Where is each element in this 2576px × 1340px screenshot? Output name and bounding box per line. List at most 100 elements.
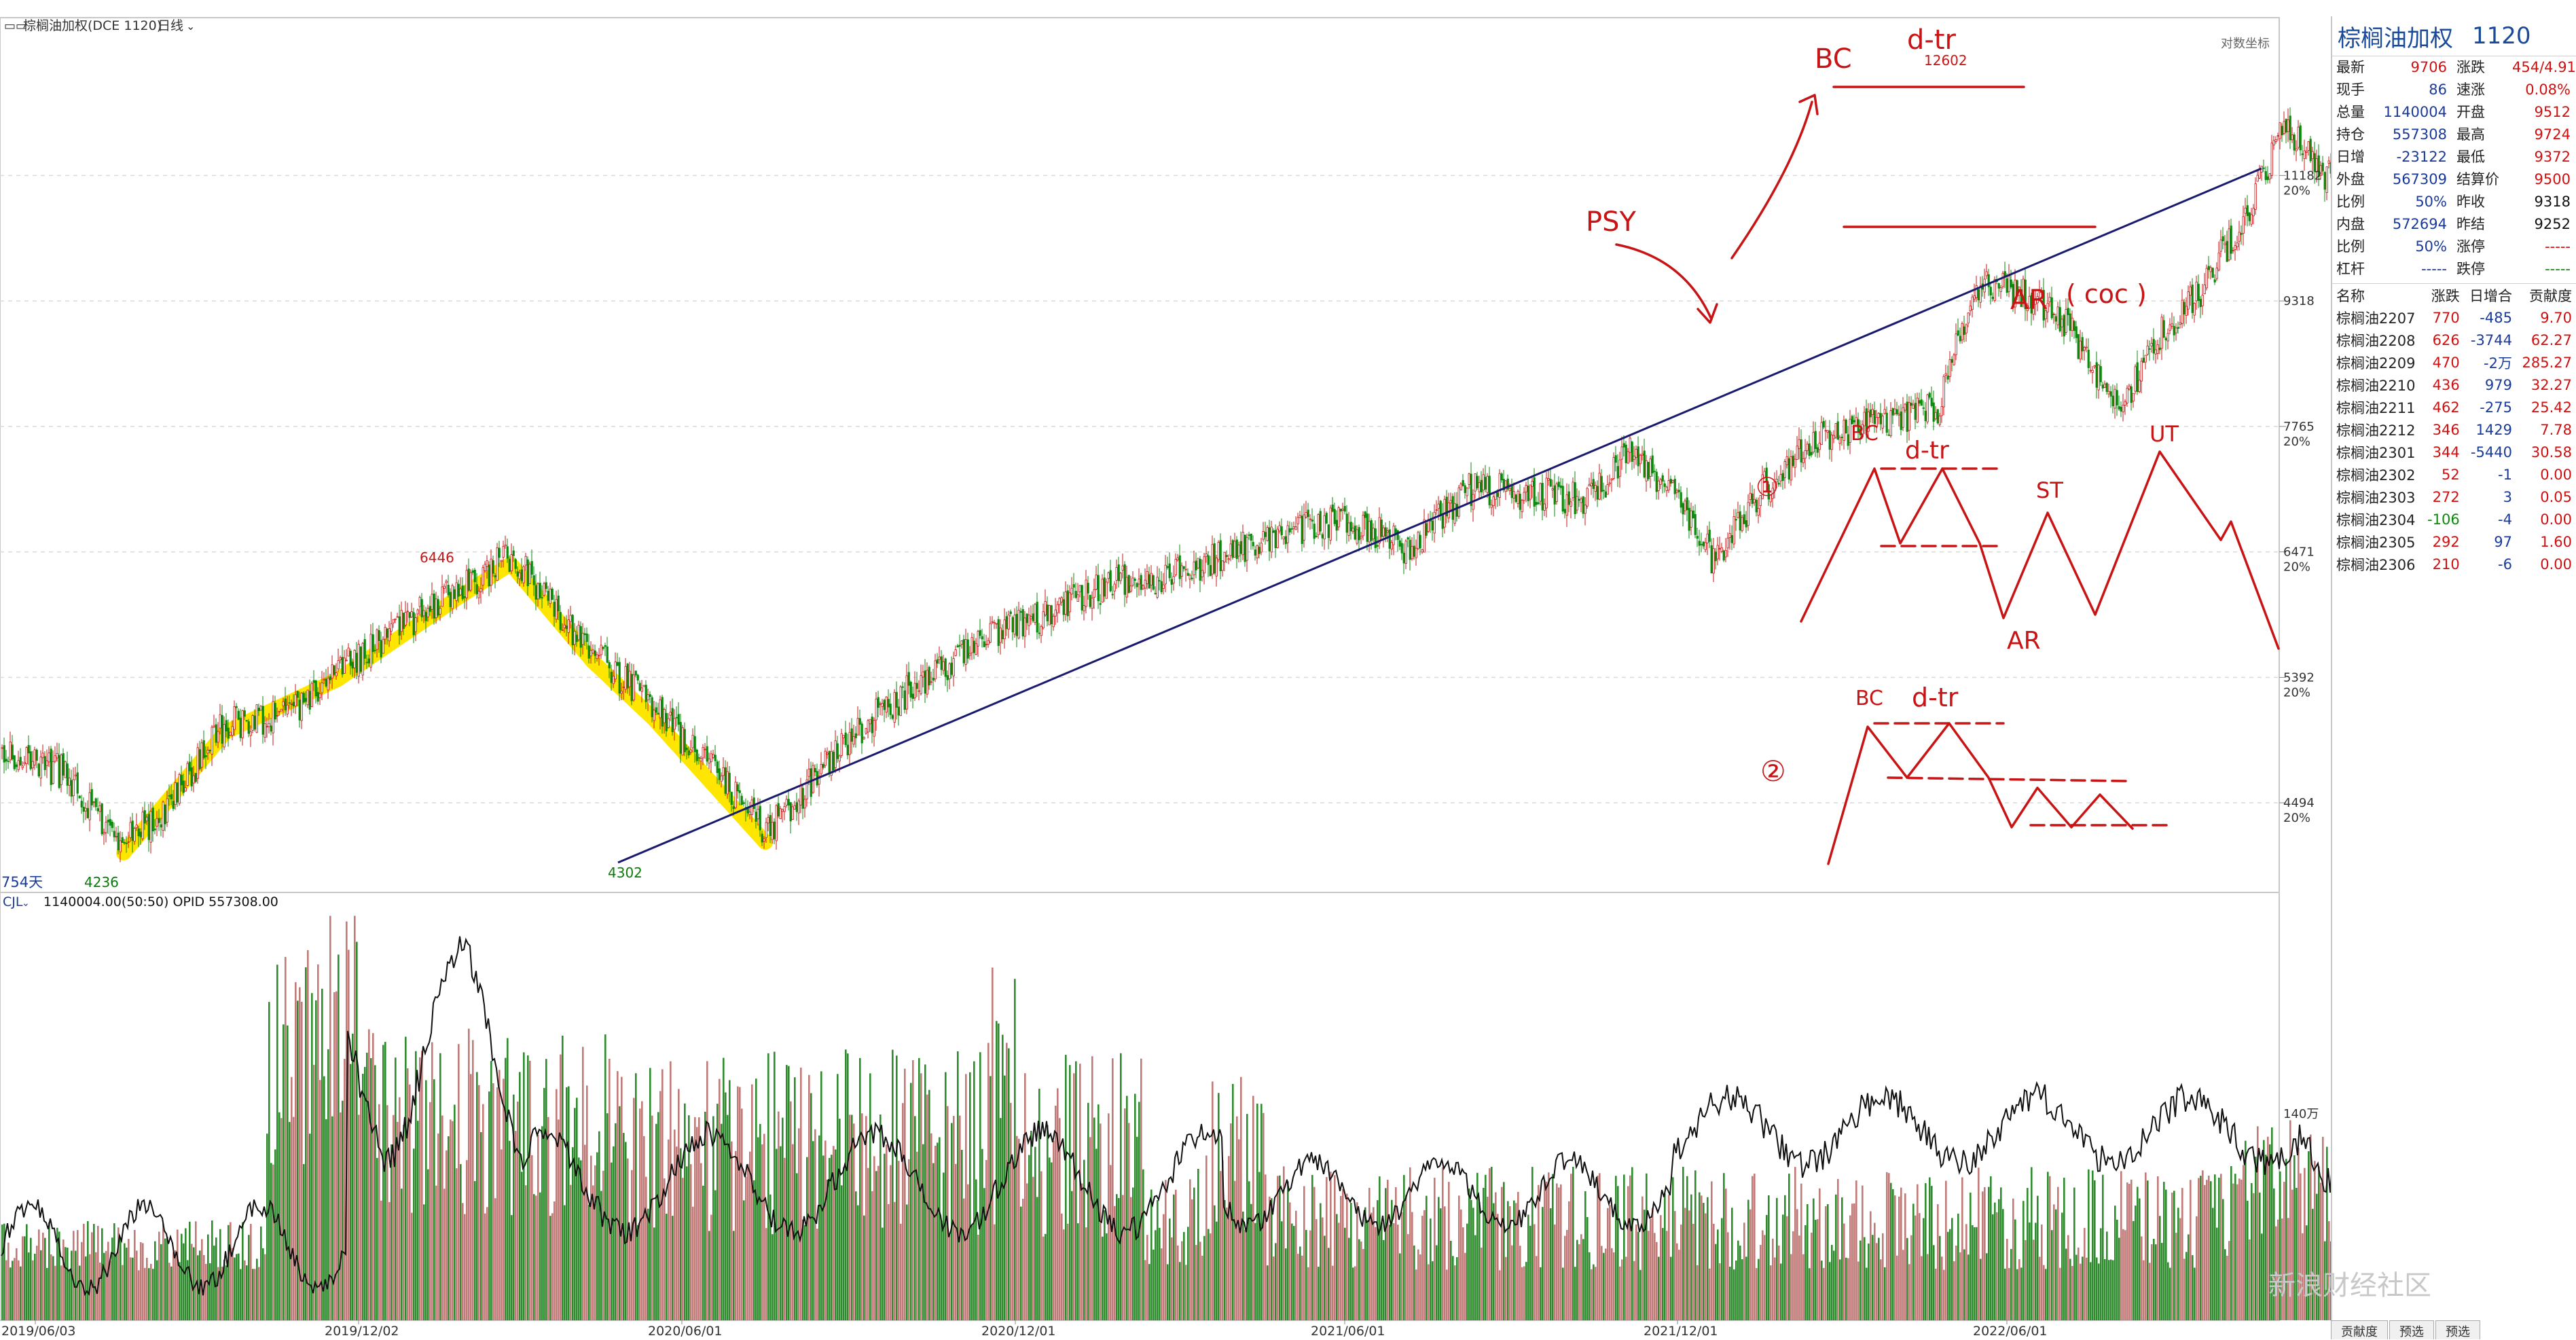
- period-selector[interactable]: 日线: [158, 18, 183, 33]
- candle-body: [1675, 490, 1678, 493]
- volume-bar: [941, 1220, 943, 1320]
- volume-bar: [1959, 1252, 1961, 1320]
- candle-body: [294, 694, 297, 707]
- bottom-tab[interactable]: 预选: [2389, 1320, 2434, 1339]
- candle-body: [1826, 430, 1829, 433]
- candle-body: [1938, 416, 1941, 425]
- volume-bar: [1562, 1267, 1564, 1320]
- candle-body: [781, 809, 784, 812]
- volume-bar: [945, 1072, 947, 1320]
- contract-table-header[interactable]: 日增合: [2469, 287, 2512, 304]
- candle-body: [1616, 466, 1619, 479]
- candle-body: [587, 645, 590, 659]
- volume-bar: [1788, 1174, 1790, 1320]
- contract-row[interactable]: 棕榈油2306 210 -6 0.00: [2332, 553, 2576, 575]
- volume-bar: [1326, 1177, 1328, 1320]
- volume-bar: [1397, 1225, 1399, 1320]
- candle-body: [1374, 528, 1377, 548]
- candle-body: [1028, 615, 1030, 626]
- candle-body: [378, 630, 380, 641]
- candle-body: [973, 640, 975, 653]
- volume-bar: [1222, 1160, 1224, 1320]
- volume-bar: [1132, 1187, 1134, 1320]
- volume-bar: [617, 1071, 619, 1320]
- volume-bar: [2086, 1257, 2088, 1320]
- volume-bar: [75, 1250, 77, 1320]
- log-scale-toggle[interactable]: 对数坐标: [2221, 37, 2270, 51]
- volume-bar: [877, 1165, 879, 1320]
- bottom-tab[interactable]: 贡献度: [2331, 1320, 2388, 1339]
- volume-bar: [1603, 1252, 1605, 1320]
- candle-body: [649, 694, 651, 698]
- volume-bar: [103, 1252, 105, 1320]
- candle-body: [620, 691, 623, 694]
- candle-body: [759, 805, 761, 831]
- contract-table-header[interactable]: 涨跌: [2431, 287, 2460, 304]
- candle-body: [1812, 432, 1815, 453]
- volume-bar: [2188, 1234, 2190, 1320]
- contract-row[interactable]: 棕榈油2303 272 3 0.05: [2332, 486, 2576, 508]
- candle-body: [506, 546, 509, 559]
- contract-row[interactable]: 棕榈油2304 -106 -4 0.00: [2332, 508, 2576, 530]
- contract-contrib: 1.60: [2540, 533, 2572, 550]
- candle-body: [1343, 506, 1346, 512]
- volume-bar: [1723, 1173, 1725, 1320]
- contract-table-header[interactable]: 名称: [2336, 287, 2365, 304]
- contract-row[interactable]: 棕榈油2302 52 -1 0.00: [2332, 463, 2576, 486]
- price-chart[interactable]: BC d-tr PSY AR ( coc ) ① BC d-tr ST UT A…: [0, 0, 2331, 1339]
- candle-body: [7, 761, 10, 762]
- candle-body: [2126, 388, 2128, 403]
- contract-row[interactable]: 棕榈油2211 462 -275 25.42: [2332, 396, 2576, 418]
- instrument-code: 1120: [2472, 22, 2531, 50]
- volume-bar: [374, 1065, 376, 1320]
- volume-bar: [1432, 1261, 1434, 1320]
- contract-row[interactable]: 棕榈油2305 292 97 1.60: [2332, 530, 2576, 553]
- volume-bar: [482, 1104, 484, 1320]
- volume-bar: [1476, 1172, 1479, 1320]
- volume-bar: [625, 1142, 627, 1320]
- contract-row[interactable]: 棕榈油2210 436 979 32.27: [2332, 374, 2576, 396]
- volume-bar: [1829, 1262, 1831, 1320]
- candle-body: [1219, 540, 1222, 571]
- contract-row[interactable]: 棕榈油2301 344 -5440 30.58: [2332, 441, 2576, 463]
- volume-bar: [935, 1145, 937, 1320]
- volume-bar: [851, 1115, 853, 1320]
- volume-bar: [1248, 1181, 1250, 1320]
- contract-oi: 979: [2484, 376, 2512, 393]
- candle-body: [1496, 492, 1499, 497]
- volume-bar: [1148, 1264, 1150, 1320]
- volume-bar: [252, 1269, 254, 1320]
- candle-body: [1543, 503, 1546, 511]
- candle-body: [109, 818, 111, 826]
- candle-body: [516, 571, 519, 577]
- candle-body: [1366, 513, 1368, 542]
- candle-body: [1651, 455, 1654, 473]
- price-tick-pct: 20%: [2283, 560, 2310, 575]
- candle-body: [712, 754, 714, 758]
- volume-bar: [1016, 1136, 1018, 1320]
- contract-row[interactable]: 棕榈油2212 346 1429 7.78: [2332, 418, 2576, 441]
- candle-body: [946, 675, 949, 681]
- volume-bar: [1485, 1174, 1487, 1320]
- volume-bar: [1193, 1187, 1195, 1320]
- volume-bar: [1715, 1244, 1717, 1320]
- contract-row[interactable]: 棕榈油2208 626 -3744 62.27: [2332, 329, 2576, 351]
- volume-bar: [1611, 1248, 1613, 1320]
- volume-bar: [2112, 1260, 2114, 1320]
- contract-table-header[interactable]: 贡献度: [2529, 287, 2572, 304]
- contract-row[interactable]: 棕榈油2209 470 -2万 285.27: [2332, 351, 2576, 374]
- volume-bar: [1717, 1229, 1719, 1320]
- contract-row[interactable]: 棕榈油2207 770 -485 9.70: [2332, 306, 2576, 329]
- candle-body: [873, 720, 875, 737]
- bottom-tab[interactable]: 预选: [2435, 1320, 2480, 1339]
- candle-body: [1741, 517, 1743, 531]
- volume-bar: [1935, 1268, 1937, 1320]
- volume-bar: [130, 1257, 132, 1320]
- candle-body: [824, 750, 827, 766]
- candle-body: [1987, 274, 1990, 287]
- candle-body: [1908, 402, 1910, 431]
- volume-bar: [2080, 1263, 2082, 1320]
- candle-body: [331, 664, 333, 678]
- volume-bar: [2302, 1233, 2304, 1320]
- volume-bar: [2214, 1174, 2216, 1320]
